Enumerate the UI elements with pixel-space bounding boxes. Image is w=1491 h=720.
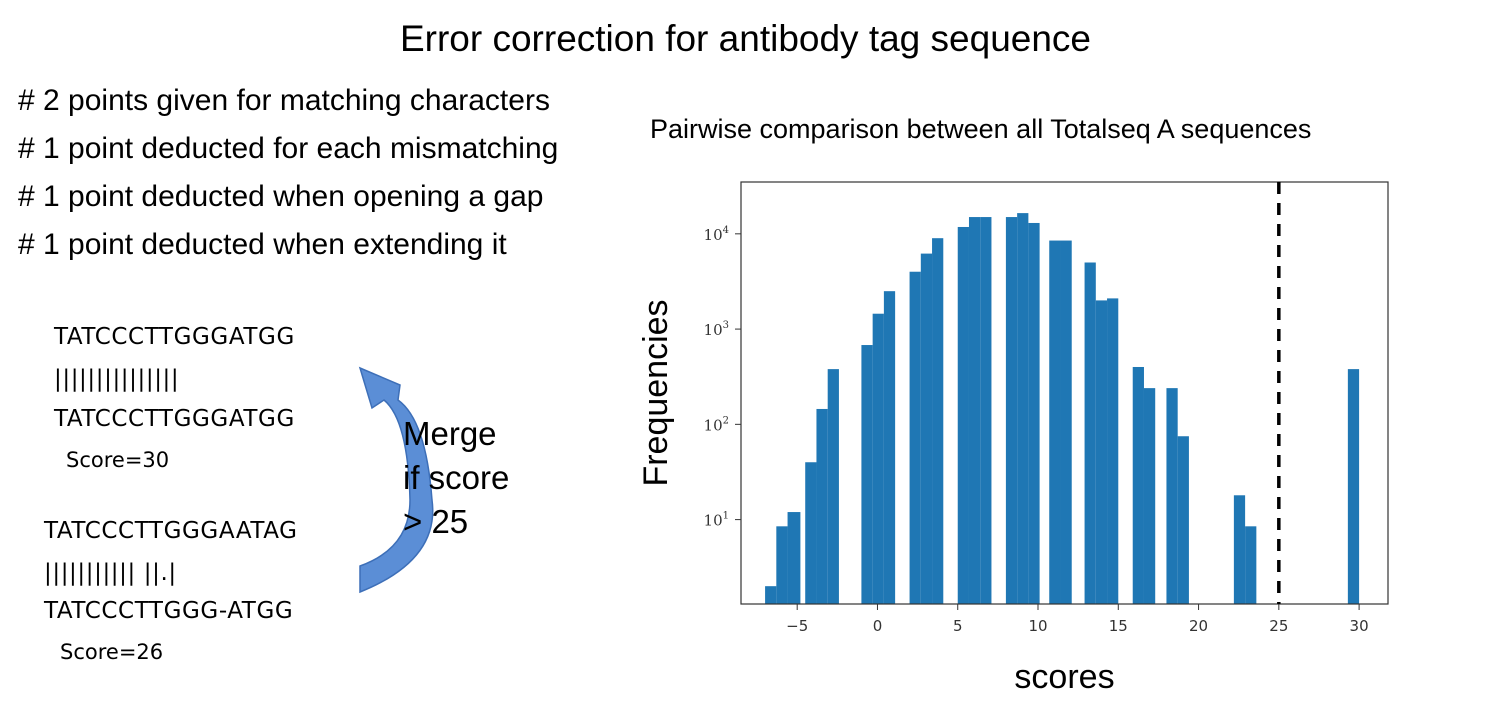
bar-0 [765,586,777,604]
x-tick-label-5: 20 [1189,617,1208,635]
rule-gap-open: # 1 point deducted when opening a gap [18,180,544,213]
plot-frame [740,181,1389,605]
alignment2-score: Score=26 [60,640,164,664]
bar-3 [805,462,817,604]
bar-23 [1132,366,1144,604]
x-tick-label-3: 10 [1028,617,1047,635]
bar-16 [1017,213,1029,605]
alignment2-match-bars: ||||||||||| ||.| [44,560,177,586]
bar-20 [1084,262,1096,604]
y-tick-label-3: 104 [704,225,729,244]
alignment1-bottom-sequence: TATCCCTTGGGATGG [54,406,295,432]
bar-2 [787,512,801,604]
bar-6 [861,345,873,604]
alignment2-top-sequence: TATCCCTTGGGAATAG [44,518,298,544]
bar-26 [1177,436,1189,604]
bar-25 [1166,388,1178,604]
x-tick-label-4: 15 [1109,617,1128,635]
merge-condition-label: Merge if score > 25 [403,412,509,544]
bar-21 [1095,300,1108,604]
bar-5 [827,369,839,604]
merge-line-1: Merge [403,415,497,452]
merge-line-3: > 25 [403,503,469,540]
x-tick-label-6: 25 [1269,617,1288,635]
bar-22 [1107,298,1119,604]
y-axis-label: Frequencies [637,299,675,486]
y-tick-label-2: 103 [704,320,729,339]
page-title: Error correction for antibody tag sequen… [399,18,1092,59]
x-ticks: −5 0 5 10 15 20 25 30 [786,604,1369,635]
bars-group [765,213,1360,605]
bar-1 [776,526,788,604]
alignment1-match-bars: ||||||||||||||| [54,366,180,392]
rule-mismatch: # 1 point deducted for each mismatching [18,132,559,165]
x-tick-label-7: 30 [1350,617,1369,635]
bar-17 [1028,222,1040,604]
bar-15 [1005,217,1018,604]
y-tick-label-1: 102 [704,415,729,434]
bar-10 [920,253,933,605]
bar-24 [1143,388,1156,604]
bar-28 [1245,526,1257,604]
bar-18 [1049,240,1061,605]
bar-4 [816,408,828,604]
bar-19 [1060,240,1072,605]
bar-14 [980,217,992,604]
y-ticks: 101 102 103 104 [704,225,741,530]
chart-title: Pairwise comparison between all Totalseq… [650,114,1312,144]
x-tick-label-0: −5 [786,617,808,635]
y-tick-label-0: 101 [704,511,729,530]
rule-match: # 2 points given for matching characters [18,84,550,117]
merge-line-2: if score [403,459,510,496]
bar-27 [1233,495,1246,604]
x-tick-label-1: 0 [873,617,883,635]
scoring-rules-list: # 2 points given for matching characters… [18,80,558,272]
bar-8 [883,291,896,604]
bar-29 [1347,369,1360,604]
bar-12 [957,226,969,604]
bar-9 [909,271,921,604]
x-tick-label-2: 5 [953,617,963,635]
bar-11 [932,238,944,605]
alignment2-bottom-sequence: TATCCCTTGGG-ATGG [44,598,294,624]
bar-13 [968,217,981,604]
alignment1-score: Score=30 [66,448,170,472]
x-axis-label: scores [1014,658,1114,696]
bar-7 [872,313,884,604]
alignment1-top-sequence: TATCCCTTGGGATGG [54,324,295,350]
rule-gap-extend: # 1 point deducted when extending it [18,228,507,261]
